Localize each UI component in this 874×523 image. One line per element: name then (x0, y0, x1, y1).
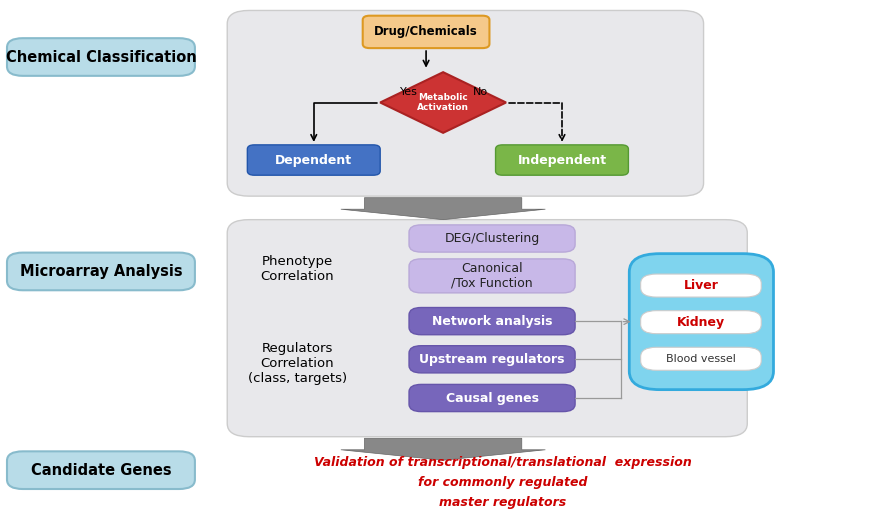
FancyBboxPatch shape (496, 145, 628, 175)
Text: DEG/Clustering: DEG/Clustering (445, 232, 539, 245)
Text: Candidate Genes: Candidate Genes (31, 463, 171, 477)
FancyBboxPatch shape (409, 384, 575, 412)
FancyBboxPatch shape (629, 254, 773, 390)
FancyBboxPatch shape (247, 145, 380, 175)
FancyBboxPatch shape (641, 274, 761, 297)
Text: Validation of transcriptional/translational  expression: Validation of transcriptional/translatio… (314, 457, 691, 469)
FancyBboxPatch shape (409, 346, 575, 373)
Text: master regulators: master regulators (439, 496, 566, 509)
Text: Upstream regulators: Upstream regulators (420, 353, 565, 366)
Text: Kidney: Kidney (676, 316, 725, 328)
Text: Regulators
Correlation
(class, targets): Regulators Correlation (class, targets) (247, 342, 347, 385)
FancyBboxPatch shape (641, 347, 761, 370)
Text: Microarray Analysis: Microarray Analysis (19, 264, 183, 279)
Text: Chemical Classification: Chemical Classification (5, 50, 197, 64)
Polygon shape (341, 198, 545, 220)
Text: Drug/Chemicals: Drug/Chemicals (374, 26, 478, 38)
FancyBboxPatch shape (409, 259, 575, 293)
Text: No: No (474, 87, 489, 97)
Polygon shape (380, 72, 506, 133)
Text: Phenotype
Correlation: Phenotype Correlation (260, 255, 334, 283)
FancyBboxPatch shape (409, 308, 575, 335)
Text: Independent: Independent (517, 154, 607, 166)
Text: Yes: Yes (399, 87, 418, 97)
FancyBboxPatch shape (227, 10, 704, 196)
Polygon shape (341, 438, 545, 460)
FancyBboxPatch shape (409, 225, 575, 252)
Text: Canonical
/Tox Function: Canonical /Tox Function (451, 262, 533, 290)
Text: for commonly regulated: for commonly regulated (418, 476, 587, 489)
Text: Blood vessel: Blood vessel (666, 354, 736, 364)
Text: Dependent: Dependent (275, 154, 352, 166)
Text: Liver: Liver (683, 279, 718, 292)
FancyBboxPatch shape (7, 38, 195, 76)
Text: Causal genes: Causal genes (446, 392, 538, 404)
FancyBboxPatch shape (7, 253, 195, 290)
Text: Metabolic
Activation: Metabolic Activation (417, 93, 469, 112)
FancyBboxPatch shape (363, 16, 489, 48)
FancyBboxPatch shape (641, 311, 761, 334)
FancyBboxPatch shape (7, 451, 195, 489)
Text: Network analysis: Network analysis (432, 315, 552, 327)
FancyBboxPatch shape (227, 220, 747, 437)
